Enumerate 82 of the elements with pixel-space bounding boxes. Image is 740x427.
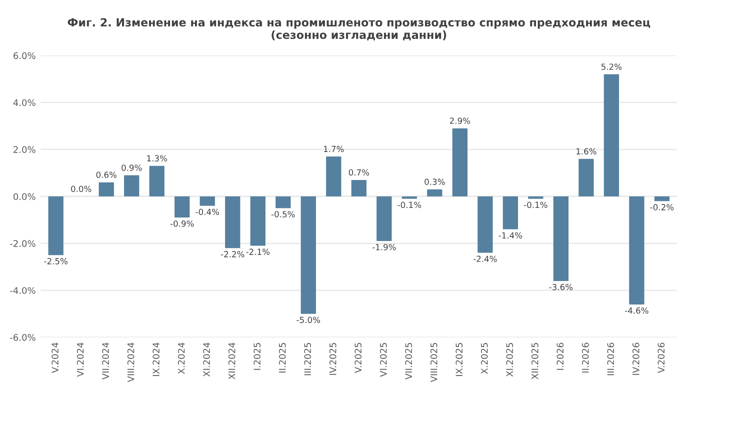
x-tick-label: II.2026 xyxy=(582,342,589,372)
data-label: -0.2% xyxy=(650,204,674,210)
data-label: -2.4% xyxy=(473,256,497,262)
x-tick-label: V.2026 xyxy=(658,342,665,373)
x-tick-label: X.2025 xyxy=(480,342,488,374)
data-label: -1.9% xyxy=(372,244,396,250)
x-tick-label: XII.2025 xyxy=(531,342,538,380)
chart-title: Фиг. 2. Изменение на индекса на промишленото производство спрямо предходния месец (сезонно изгладени данни) xyxy=(68,18,650,40)
bar xyxy=(174,196,190,218)
y-tick-label: -6.0% xyxy=(10,334,36,341)
data-label: -5.0% xyxy=(296,316,320,324)
bar xyxy=(629,196,644,304)
x-tick-label: XI.2024 xyxy=(203,342,210,377)
x-tick-label: VIII.2025 xyxy=(430,342,438,382)
bar xyxy=(276,196,291,208)
x-tick-label: I.2026 xyxy=(556,342,564,370)
bar xyxy=(351,180,366,196)
bar xyxy=(502,196,518,230)
data-label: 1.3% xyxy=(147,155,167,162)
y-tick-label: 2.0% xyxy=(14,146,36,154)
bar xyxy=(200,196,215,206)
bar xyxy=(326,156,342,196)
bar xyxy=(478,196,493,253)
x-tick-label: X.2024 xyxy=(178,342,185,374)
data-label: 1.6% xyxy=(576,148,596,154)
bar xyxy=(376,196,392,242)
data-label: 0.7% xyxy=(348,169,370,176)
bar xyxy=(48,196,64,256)
x-tick-label: IX.2024 xyxy=(152,342,160,376)
data-label: -0.4% xyxy=(196,208,220,216)
bar xyxy=(604,74,620,196)
data-label: -0.9% xyxy=(170,220,194,227)
bar xyxy=(452,128,468,196)
data-label: -0.5% xyxy=(271,211,295,218)
x-tick-label: V.2024 xyxy=(52,342,58,373)
data-label: 0.0% xyxy=(71,186,92,192)
data-label: 0.6% xyxy=(96,172,116,178)
bar xyxy=(149,166,164,196)
x-tick-label: VII.2024 xyxy=(102,342,109,380)
bar xyxy=(578,158,594,196)
x-tick-label: III.2025 xyxy=(304,342,312,376)
bar xyxy=(528,196,544,199)
data-label: 2.9% xyxy=(450,118,470,124)
x-tick-label: IX.2025 xyxy=(456,342,463,376)
x-tick-label: VI.2024 xyxy=(76,342,84,377)
x-tick-label: III.2026 xyxy=(607,342,614,376)
bar xyxy=(98,182,114,196)
bar xyxy=(124,175,140,196)
x-tick-label: VII.2025 xyxy=(405,342,412,380)
data-label: -2.2% xyxy=(220,251,244,258)
data-label: -0.1% xyxy=(524,202,548,208)
x-tick-label: II.2025 xyxy=(278,342,286,372)
data-label: -3.6% xyxy=(549,284,573,290)
data-label: -1.4% xyxy=(498,232,522,239)
data-label: 1.7% xyxy=(324,146,344,152)
x-tick-label: VI.2025 xyxy=(380,342,387,377)
y-tick-label: 0.0% xyxy=(14,193,36,200)
y-tick-label: -4.0% xyxy=(10,287,36,294)
data-label: -2.1% xyxy=(246,248,270,255)
bar xyxy=(654,196,670,202)
x-tick-label: XII.2024 xyxy=(228,342,236,380)
bar xyxy=(402,196,417,199)
data-label: -4.6% xyxy=(625,307,648,314)
x-tick-label: XI.2025 xyxy=(506,342,514,377)
bar xyxy=(300,196,316,314)
x-tick-label: IV.2025 xyxy=(329,342,336,375)
x-tick-label: I.2025 xyxy=(254,342,261,370)
data-label: -0.1% xyxy=(398,202,422,208)
y-tick-label: 4.0% xyxy=(13,99,36,106)
data-label: 0.9% xyxy=(122,164,142,171)
x-tick-label: V.2025 xyxy=(354,342,362,373)
bar xyxy=(250,196,266,246)
x-tick-label: IV.2026 xyxy=(632,342,640,375)
bar xyxy=(427,189,442,196)
y-tick-label: 6.0% xyxy=(14,52,36,60)
bar xyxy=(553,196,569,281)
y-tick-label: -2.0% xyxy=(10,240,36,247)
data-label: -2.5% xyxy=(44,258,68,264)
data-label: 0.3% xyxy=(424,178,445,185)
x-tick-label: VIII.2024 xyxy=(127,342,134,382)
data-label: 5.2% xyxy=(602,64,622,70)
bar xyxy=(225,196,240,248)
